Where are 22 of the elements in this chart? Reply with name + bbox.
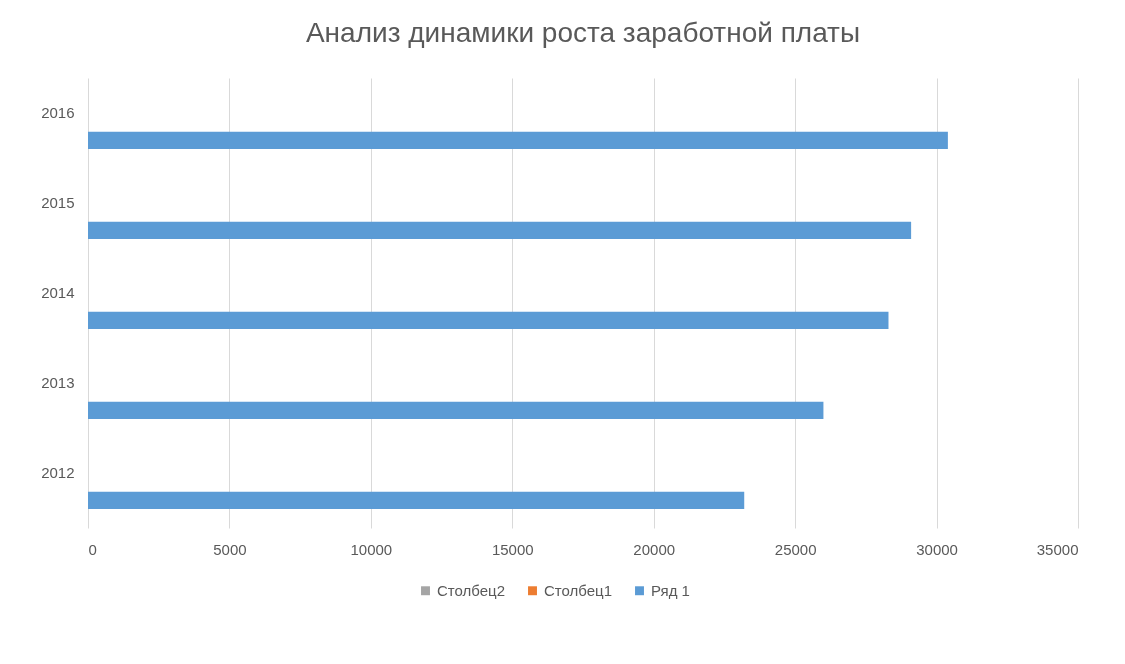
y-tick-label: 2013 [41,374,75,391]
bar [88,311,889,330]
legend-label: Столбец2 [437,581,505,599]
x-tick-label: 20000 [633,540,676,558]
x-tick-label: 15000 [491,540,534,558]
legend-label: Ряд 1 [651,581,690,599]
bar [88,131,948,150]
chart-title: Анализ динамики роста заработной платы [305,17,861,48]
bar [88,221,912,240]
x-tick-label: 30000 [916,540,958,558]
bar [88,491,745,510]
x-tick-label: 10000 [350,540,393,558]
y-tick-label: 2012 [41,464,75,481]
x-tick-label: 35000 [1036,540,1079,558]
x-tick-label: 25000 [774,540,817,558]
x-tick-label: 0 [88,540,97,558]
y-tick-label: 2015 [41,194,75,211]
bar [88,401,824,420]
legend-label: Столбец1 [544,581,612,599]
y-tick-label: 2016 [41,104,75,121]
y-tick-label: 2014 [41,284,75,301]
x-tick-label: 5000 [213,540,247,558]
